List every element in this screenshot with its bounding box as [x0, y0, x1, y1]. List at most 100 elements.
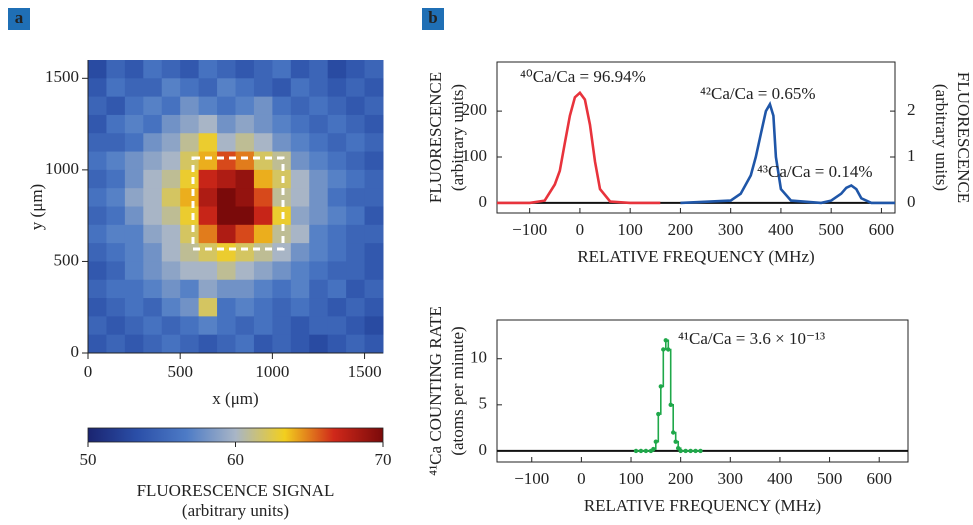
- heat-cell: [309, 243, 328, 262]
- heat-cell: [143, 316, 162, 335]
- annotation: ⁴³Ca/Ca = 0.14%: [757, 162, 873, 181]
- heat-cell: [254, 133, 273, 152]
- heat-cell: [106, 225, 125, 244]
- heat-cell: [88, 60, 107, 79]
- heat-cell: [272, 316, 291, 335]
- y-tick-label: 0: [479, 192, 488, 211]
- data-point: [693, 449, 697, 453]
- heat-cell: [346, 280, 365, 299]
- heat-cell: [125, 97, 144, 116]
- heat-cell: [143, 152, 162, 171]
- heat-cell: [236, 152, 255, 171]
- heat-cell: [162, 207, 181, 226]
- heat-cell: [291, 115, 310, 134]
- heat-cell: [125, 335, 144, 354]
- heat-cell: [180, 97, 199, 116]
- heat-cell: [106, 298, 125, 317]
- x-tick-label: 100: [618, 469, 644, 488]
- heat-cell: [272, 280, 291, 299]
- heat-cell: [199, 133, 218, 152]
- heat-cell: [162, 188, 181, 207]
- heat-cell: [254, 170, 273, 189]
- heat-cell: [291, 261, 310, 280]
- heat-cell: [125, 188, 144, 207]
- heat-cell: [125, 243, 144, 262]
- heat-cell: [217, 152, 236, 171]
- data-point: [698, 449, 702, 453]
- heat-cell: [143, 225, 162, 244]
- heat-cell: [365, 60, 384, 79]
- data-point: [661, 347, 665, 351]
- x-tick-label: 0: [577, 469, 586, 488]
- heat-cell: [346, 97, 365, 116]
- heat-cell: [199, 60, 218, 79]
- heat-cell: [272, 261, 291, 280]
- heat-cell: [328, 188, 347, 207]
- heat-cell: [309, 170, 328, 189]
- heat-cell: [106, 261, 125, 280]
- data-point: [644, 449, 648, 453]
- data-point: [664, 338, 668, 342]
- heat-cell: [328, 335, 347, 354]
- heat-cell: [291, 152, 310, 171]
- y-tick-label: 5: [479, 394, 488, 413]
- heat-cell: [180, 207, 199, 226]
- heat-cell: [254, 78, 273, 97]
- figure: 050010001500050010001500x (μm)y (μm)5060…: [0, 0, 973, 525]
- heat-cell: [236, 60, 255, 79]
- heat-cell: [346, 225, 365, 244]
- heat-cell: [125, 298, 144, 317]
- heat-cell: [254, 188, 273, 207]
- heat-cell: [236, 261, 255, 280]
- heat-cell: [143, 243, 162, 262]
- heat-cell: [291, 97, 310, 116]
- heat-cell: [272, 60, 291, 79]
- heat-cell: [106, 243, 125, 262]
- heat-cell: [88, 133, 107, 152]
- heat-cell: [254, 243, 273, 262]
- heat-cell: [217, 133, 236, 152]
- heat-cell: [180, 280, 199, 299]
- x-axis-label: x (μm): [212, 389, 258, 408]
- heat-cell: [106, 280, 125, 299]
- x-tick-label: 600: [869, 220, 895, 239]
- heat-cell: [236, 243, 255, 262]
- y2-tick-label: 2: [907, 100, 916, 119]
- heat-cell: [272, 97, 291, 116]
- heat-cell: [217, 261, 236, 280]
- heat-cell: [199, 188, 218, 207]
- heat-cell: [106, 97, 125, 116]
- heat-cell: [217, 225, 236, 244]
- heat-cell: [346, 298, 365, 317]
- heat-cell: [162, 133, 181, 152]
- heat-cell: [309, 133, 328, 152]
- heat-cell: [162, 60, 181, 79]
- heat-cell: [143, 298, 162, 317]
- heat-cell: [217, 170, 236, 189]
- heat-cell: [236, 78, 255, 97]
- heat-cell: [88, 335, 107, 354]
- heat-cell: [365, 78, 384, 97]
- data-point: [634, 449, 638, 453]
- heat-cell: [328, 97, 347, 116]
- heat-cell: [236, 280, 255, 299]
- heat-cell: [328, 280, 347, 299]
- heat-cell: [236, 133, 255, 152]
- heat-cell: [199, 261, 218, 280]
- heat-cell: [236, 188, 255, 207]
- heat-cell: [88, 152, 107, 171]
- x-tick-label: 100: [617, 220, 643, 239]
- heat-cell: [346, 335, 365, 354]
- heat-cell: [180, 78, 199, 97]
- heat-cell: [346, 152, 365, 171]
- heat-cell: [199, 115, 218, 134]
- heat-cell: [328, 243, 347, 262]
- heat-cell: [254, 115, 273, 134]
- heat-cell: [365, 261, 384, 280]
- heat-cell: [309, 261, 328, 280]
- heat-cell: [199, 280, 218, 299]
- heat-cell: [328, 78, 347, 97]
- heat-cell: [125, 170, 144, 189]
- heat-cell: [106, 60, 125, 79]
- heat-cell: [180, 170, 199, 189]
